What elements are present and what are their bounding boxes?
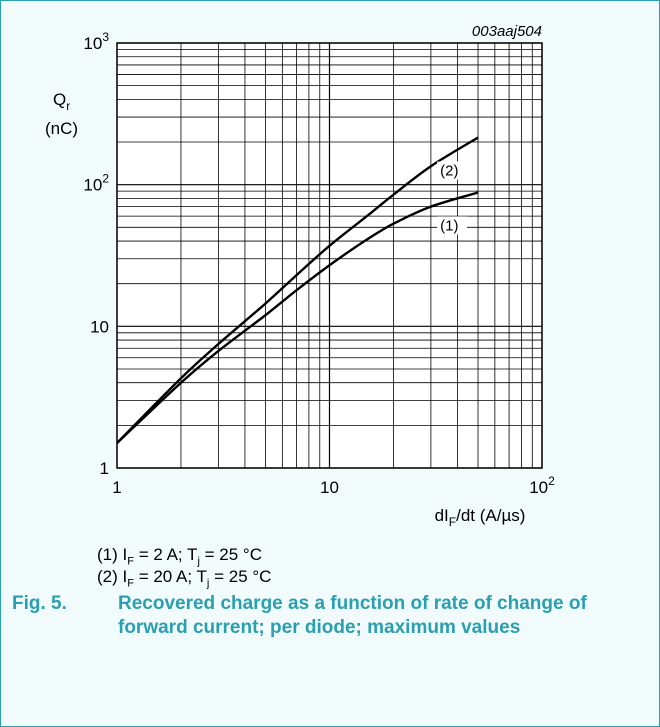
x-tick-label-3: 102: [529, 474, 555, 497]
y-tick-label-1: 1: [100, 459, 109, 478]
y-tick-label-3: 102: [83, 172, 109, 195]
series-label-bg-1: [437, 216, 468, 235]
x-tick-label-1: 1: [112, 478, 121, 497]
grid-major: [116, 42, 543, 469]
series-label-2: (2): [440, 163, 458, 180]
tick-labels: 1 10 102 1 10 102 103: [83, 30, 555, 497]
plot-border: [116, 42, 543, 469]
y-tick-label-2: 10: [90, 317, 109, 336]
figure-caption: Fig. 5. Recovered charge as a function o…: [12, 592, 652, 640]
series-line-2: [116, 136, 479, 444]
x-tick-label-2: 10: [320, 478, 339, 497]
x-axis-label: dIF/dt (A/µs): [435, 506, 526, 529]
y-axis-label: Qr: [53, 90, 70, 113]
legend-item-2: (2) IF = 20 A; Tj = 25 °C: [97, 567, 272, 590]
axis-labels: 003aaj504 Qr (nC) dIF/dt (A/µs): [45, 23, 542, 529]
y-tick-label-4: 103: [83, 30, 109, 53]
figure-number: Fig. 5.: [12, 593, 67, 614]
figure-title: Recovered charge as a function of rate o…: [118, 593, 587, 638]
series-label-1: (1): [440, 217, 458, 234]
series-label-bg-2: [437, 161, 468, 180]
legend-item-1: (1) IF = 2 A; Tj = 25 °C: [97, 545, 262, 568]
series-line-1: [116, 191, 479, 444]
chart: (1) (2) 1 10 102 1 10 102 103 003aaj504 Qr (nC) dI…: [45, 23, 555, 529]
y-axis-unit: (nC): [45, 119, 78, 138]
figure-code: 003aaj504: [472, 23, 542, 40]
curves: (1) (2): [116, 136, 479, 444]
